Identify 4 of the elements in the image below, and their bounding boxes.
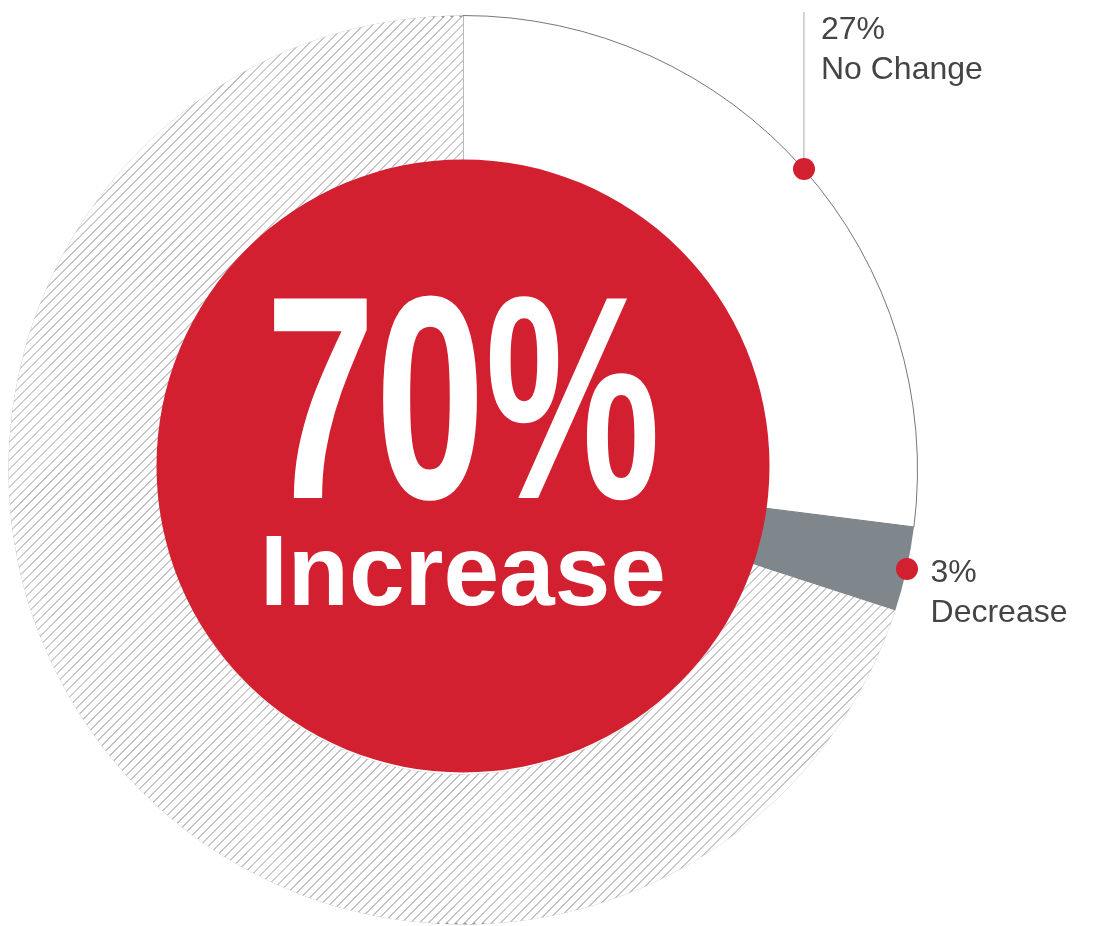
- data-label: 27%: [820, 9, 885, 46]
- slice-label: No Change: [820, 49, 983, 86]
- data-label: 3%: [930, 552, 977, 589]
- slice-label: Decrease: [930, 592, 1068, 629]
